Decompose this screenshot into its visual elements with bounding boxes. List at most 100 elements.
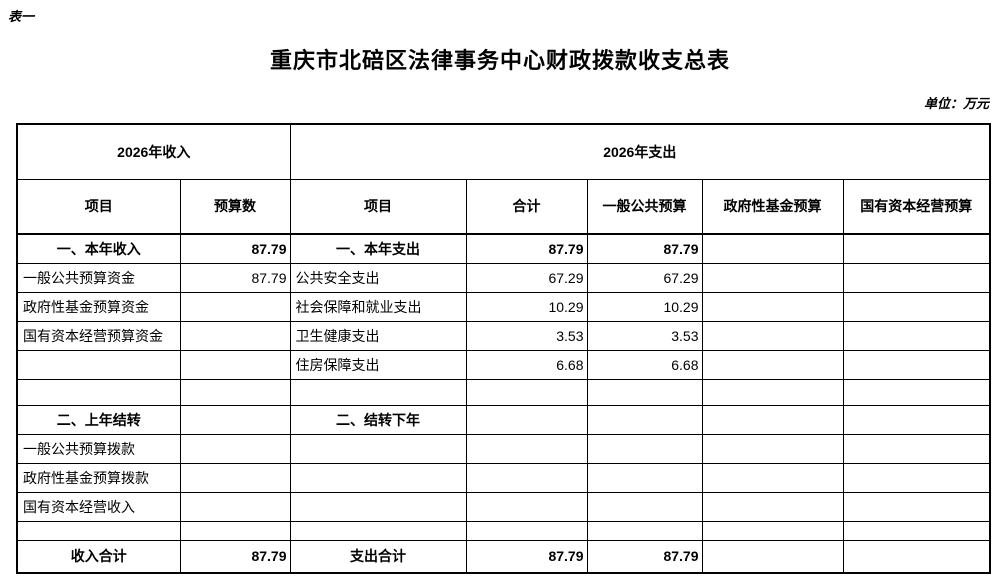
page-title: 重庆市北碚区法律事务中心财政拨款收支总表	[269, 48, 730, 73]
expense-item-cell	[289, 462, 467, 493]
state-capital-budget-cell	[842, 233, 991, 264]
income-item-cell	[16, 349, 181, 380]
income-budget-cell: 87.79	[179, 262, 291, 293]
income-group-header: 2026年收入	[16, 123, 291, 180]
table-row: 一般公共预算拨款	[16, 433, 991, 464]
expense-total-cell: 6.68	[465, 349, 588, 380]
expense-item-cell	[289, 491, 467, 522]
general-public-budget-column-header: 一般公共预算	[586, 178, 703, 235]
table-row: 一般公共预算资金 87.79 公共安全支出 67.29 67.29	[16, 262, 991, 293]
income-budget-cell	[179, 491, 291, 522]
gov-fund-budget-column-header: 政府性基金预算	[701, 178, 844, 235]
state-capital-budget-cell	[842, 320, 991, 351]
unit-note: 单位：万元	[923, 96, 989, 111]
table-row: 政府性基金预算资金 社会保障和就业支出 10.29 10.29	[16, 291, 991, 322]
expense-item-cell: 住房保障支出	[289, 349, 467, 380]
general-public-budget-cell	[586, 520, 703, 541]
expense-item-cell	[289, 378, 467, 406]
expense-item-cell: 二、结转下年	[289, 404, 467, 435]
gov-fund-budget-cell	[701, 433, 844, 464]
general-public-budget-cell	[586, 404, 703, 435]
state-capital-budget-cell	[842, 291, 991, 322]
gov-fund-budget-cell	[701, 520, 844, 541]
table-row: 收入合计 87.79 支出合计 87.79 87.79	[16, 539, 991, 574]
income-item-cell: 国有资本经营预算资金	[16, 320, 181, 351]
income-item-cell: 一般公共预算拨款	[16, 433, 181, 464]
gov-fund-budget-cell	[701, 262, 844, 293]
expense-total-cell: 10.29	[465, 291, 588, 322]
income-budget-cell: 87.79	[179, 233, 291, 264]
table-number-label: 表一	[8, 9, 35, 24]
state-capital-budget-cell	[842, 539, 991, 574]
expense-item-column-header: 项目	[289, 178, 467, 235]
gov-fund-budget-cell	[701, 233, 844, 264]
expense-total-cell	[465, 404, 588, 435]
state-capital-budget-cell	[842, 462, 991, 493]
gov-fund-budget-cell	[701, 462, 844, 493]
income-budget-column-header: 预算数	[179, 178, 291, 235]
general-public-budget-cell: 87.79	[586, 539, 703, 574]
expense-total-column-header: 合计	[465, 178, 588, 235]
expense-total-cell: 67.29	[465, 262, 588, 293]
income-budget-cell	[179, 378, 291, 406]
income-budget-cell: 87.79	[179, 539, 291, 574]
gov-fund-budget-cell	[701, 404, 844, 435]
expense-total-cell: 87.79	[465, 233, 588, 264]
gov-fund-budget-cell	[701, 378, 844, 406]
income-budget-cell	[179, 291, 291, 322]
state-capital-budget-column-header: 国有资本经营预算	[842, 178, 991, 235]
state-capital-budget-cell	[842, 349, 991, 380]
general-public-budget-cell: 3.53	[586, 320, 703, 351]
expense-total-cell: 87.79	[465, 539, 588, 574]
expense-total-cell: 3.53	[465, 320, 588, 351]
expense-group-header: 2026年支出	[289, 123, 991, 180]
income-budget-cell	[179, 433, 291, 464]
budget-summary-table: 2026年收入 2026年支出 项目 预算数 项目 合计 一般公共预算 政府性基…	[16, 123, 992, 574]
table-row: 二、上年结转 二、结转下年	[16, 404, 991, 435]
table-row: 政府性基金预算拨款	[16, 462, 991, 493]
table-row	[16, 378, 991, 406]
income-item-cell: 政府性基金预算拨款	[16, 462, 181, 493]
state-capital-budget-cell	[842, 520, 991, 541]
table-row: 国有资本经营收入	[16, 491, 991, 522]
general-public-budget-cell: 67.29	[586, 262, 703, 293]
income-budget-cell	[179, 404, 291, 435]
expense-total-cell	[465, 433, 588, 464]
state-capital-budget-cell	[842, 378, 991, 406]
income-item-cell: 二、上年结转	[16, 404, 181, 435]
general-public-budget-cell: 87.79	[586, 233, 703, 264]
expense-item-cell: 卫生健康支出	[289, 320, 467, 351]
gov-fund-budget-cell	[701, 320, 844, 351]
income-item-cell: 一、本年收入	[16, 233, 181, 264]
income-budget-cell	[179, 520, 291, 541]
general-public-budget-cell	[586, 491, 703, 522]
income-item-cell	[16, 378, 181, 406]
expense-item-cell: 支出合计	[289, 539, 467, 574]
general-public-budget-cell	[586, 433, 703, 464]
income-item-column-header: 项目	[16, 178, 181, 235]
gov-fund-budget-cell	[701, 491, 844, 522]
expense-total-cell	[465, 520, 588, 541]
expense-item-cell: 公共安全支出	[289, 262, 467, 293]
income-budget-cell	[179, 462, 291, 493]
table-row	[16, 520, 991, 541]
expense-item-cell: 一、本年支出	[289, 233, 467, 264]
expense-total-cell	[465, 462, 588, 493]
state-capital-budget-cell	[842, 262, 991, 293]
state-capital-budget-cell	[842, 404, 991, 435]
general-public-budget-cell	[586, 462, 703, 493]
table-row: 国有资本经营预算资金 卫生健康支出 3.53 3.53	[16, 320, 991, 351]
state-capital-budget-cell	[842, 491, 991, 522]
income-item-cell	[16, 520, 181, 541]
expense-total-cell	[465, 378, 588, 406]
income-item-cell: 收入合计	[16, 539, 181, 574]
expense-item-cell	[289, 520, 467, 541]
gov-fund-budget-cell	[701, 291, 844, 322]
table-row: 住房保障支出 6.68 6.68	[16, 349, 991, 380]
income-budget-cell	[179, 320, 291, 351]
gov-fund-budget-cell	[701, 349, 844, 380]
expense-item-cell	[289, 433, 467, 464]
column-header-row: 项目 预算数 项目 合计 一般公共预算 政府性基金预算 国有资本经营预算	[16, 178, 991, 235]
income-item-cell: 一般公共预算资金	[16, 262, 181, 293]
